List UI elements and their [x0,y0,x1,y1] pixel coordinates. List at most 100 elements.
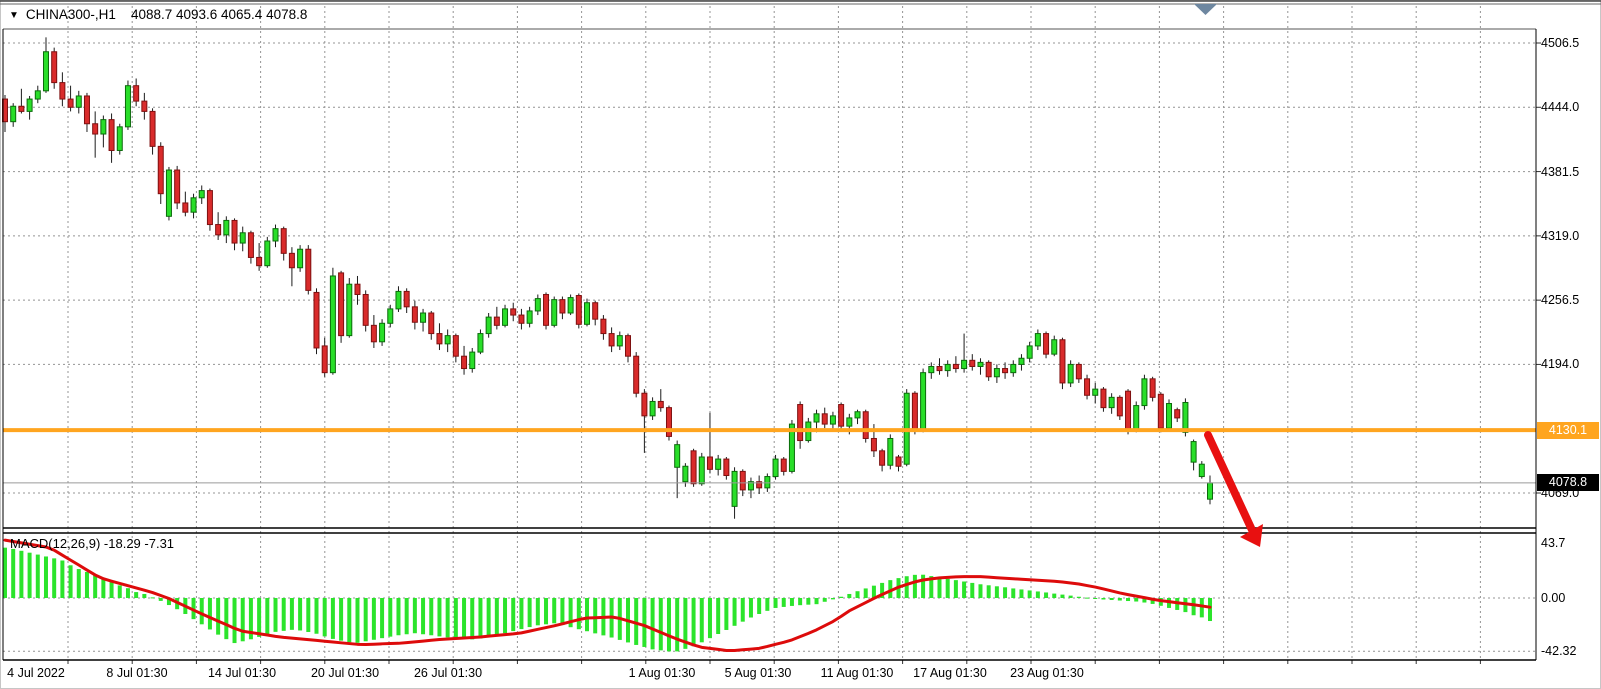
candle-bear [985,361,992,378]
macd-hist-bar [158,598,163,601]
candle-bear [215,224,222,236]
macd-hist-bar [265,598,270,635]
price-axis-label: 4256.5 [1541,293,1580,308]
macd-hist-bar [412,598,417,634]
macd-hist-bar [339,598,344,641]
candle-bear [92,123,99,135]
macd-hist-bar [1085,597,1090,599]
macd-hist-bar [527,598,532,628]
macd-hist-bar [503,598,508,634]
candle-bull [854,411,861,419]
candle-bull [682,465,689,483]
macd-hist-bar [486,598,491,638]
candle-bull [1182,401,1189,433]
candle-bull [190,197,197,213]
candle-bull [272,228,279,242]
candle-bear [543,293,550,326]
macd-hist-bar [855,591,860,598]
candle-bear [182,202,189,213]
candle-bull [10,105,17,123]
macd-hist-bar [757,598,762,614]
macd-hist-bar [43,556,48,598]
symbol-label: CHINA300-,H1 [25,7,116,22]
macd-hist-bar [363,598,368,642]
candle-bear [1059,339,1066,384]
macd-hist-bar [1142,598,1147,603]
candle-bear [862,411,869,439]
time-axis-label: 4 Jul 2022 [7,666,65,680]
hline-price-badge: 4130.1 [1537,421,1599,439]
candle-bear [895,456,902,467]
macd-hist-bar [330,598,335,639]
macd-hist-bar [1027,590,1032,598]
macd-hist-bar [60,560,65,598]
macd-hist-bar [1019,589,1024,598]
candle-bear [149,110,156,147]
symbol-dropdown-icon[interactable]: ▼ [9,9,19,21]
candle-bull [715,458,722,470]
time-axis-label: 1 Aug 01:30 [628,666,696,680]
macd-hist-bar [789,598,794,606]
macd-hist-bar [994,586,999,598]
macd-hist-bar [593,598,598,634]
macd-hist-bar [847,593,852,598]
candle-bear [575,295,582,325]
macd-hist-bar [134,592,139,598]
time-axis-label: 20 Jul 01:30 [310,666,380,680]
macd-hist-bar [650,598,655,650]
candle-bear [608,333,615,347]
current-price-badge: 4078.8 [1537,474,1599,492]
candle-bull [764,476,771,489]
candle-bear [723,458,730,477]
macd-hist-bar [716,598,721,634]
candle-bear [141,100,148,112]
macd-hist-bar [576,598,581,630]
candle-bull [567,297,574,314]
candle-bear [354,283,361,295]
candle-bull [34,90,41,100]
candle-bear [411,306,418,323]
candle-bull [329,275,336,374]
trend-arrow-shaft[interactable] [1204,431,1256,534]
candle-bull [961,359,968,370]
candle-bear [493,316,500,326]
macd-hist-bar [298,598,303,631]
macd-hist-bar [371,598,376,640]
macd-hist-bar [1134,598,1139,602]
macd-hist-bar [281,598,286,631]
candle-bull [944,363,951,372]
macd-hist-bar [76,569,81,598]
candle-bear [1043,333,1050,355]
candle-bull [772,458,779,478]
macd-hist-bar [273,598,278,632]
macd-hist-bar [101,578,106,598]
candle-bear [1149,378,1156,398]
macd-hist-bar [421,598,426,635]
macd-hist-bar [535,598,540,626]
macd-hist-bar [822,598,827,602]
candle-bull [788,423,795,472]
macd-hist-bar [1199,598,1204,618]
macd-hist-bar [806,598,811,605]
candle-bull [395,290,402,310]
macd-hist-bar [1052,593,1057,598]
macd-hist-bar [1208,598,1213,622]
macd-hist-bar [494,598,499,636]
macd-hist-bar [11,548,16,598]
macd-hist-bar [970,582,975,598]
candle-bull [75,95,82,108]
candle-bull [198,190,205,199]
candle-bear [452,335,459,357]
macd-hist-bar [773,598,778,608]
candle-bear [592,302,599,320]
candle-bear [797,404,804,442]
candle-bear [321,345,328,374]
candle-bull [887,437,894,466]
trend-arrow-head[interactable] [1240,524,1263,547]
macd-hist-bar [1191,598,1196,616]
candle-bear [518,314,525,324]
macd-signal-line [3,538,1212,652]
candle-bull [124,85,131,128]
scroll-to-end-marker-icon[interactable] [1194,4,1217,15]
